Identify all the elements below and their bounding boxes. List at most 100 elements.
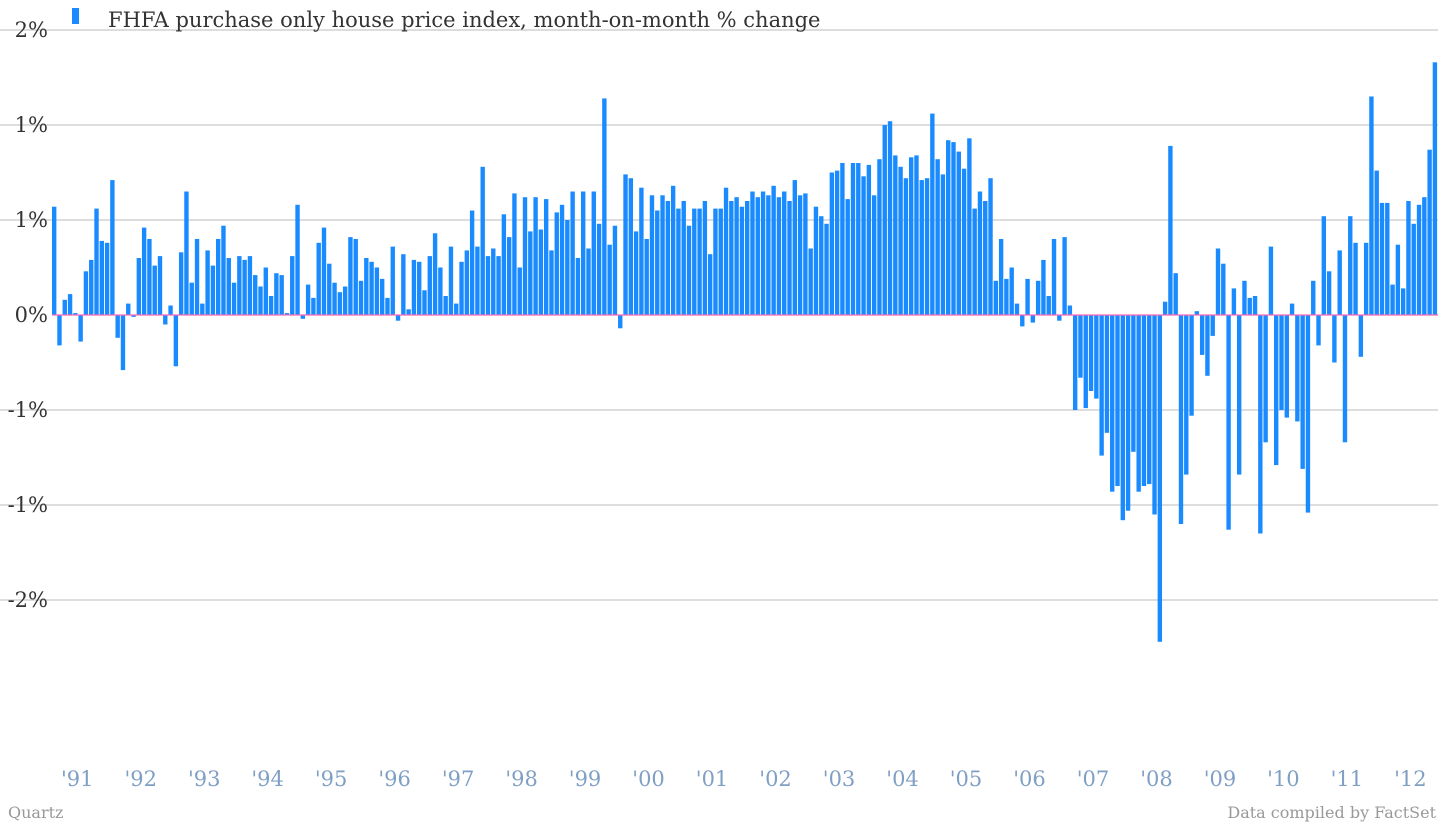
bar <box>332 282 337 315</box>
bar <box>395 315 401 321</box>
bar <box>813 206 819 315</box>
bar <box>215 239 221 315</box>
bar <box>940 174 946 315</box>
bar <box>189 282 194 315</box>
bar <box>633 231 639 315</box>
x-tick-label: '94 <box>251 767 284 791</box>
x-tick-label: '98 <box>505 767 538 791</box>
bar <box>496 256 501 315</box>
bar <box>1342 315 1348 443</box>
y-tick-label: 1% <box>15 208 48 232</box>
bar <box>538 229 544 315</box>
bar <box>581 191 586 315</box>
bar <box>1035 280 1041 315</box>
bar <box>231 282 237 315</box>
bar <box>432 233 438 315</box>
bar <box>946 140 951 315</box>
bar <box>866 164 872 315</box>
bar <box>1274 315 1279 466</box>
x-tick-label: '04 <box>886 767 919 791</box>
bar <box>1395 244 1401 315</box>
bar <box>670 185 676 315</box>
bar <box>565 220 570 315</box>
bar <box>89 259 94 315</box>
bar <box>575 258 581 315</box>
bar <box>1337 250 1342 315</box>
bar <box>655 210 660 315</box>
bar <box>1125 315 1131 511</box>
bar <box>464 250 470 315</box>
bar <box>692 208 697 315</box>
bar <box>1422 197 1427 315</box>
bar <box>131 315 136 317</box>
bar <box>856 163 861 315</box>
bar <box>1046 296 1051 315</box>
bar <box>274 273 279 315</box>
bar <box>1406 201 1411 315</box>
bar <box>961 168 967 315</box>
bar <box>723 187 729 315</box>
bar <box>829 172 835 315</box>
bar <box>374 267 380 315</box>
bar <box>1030 315 1036 323</box>
bar <box>1104 315 1110 433</box>
x-tick-label: '11 <box>1331 767 1364 791</box>
bar <box>237 256 242 315</box>
bar <box>67 294 73 315</box>
bar <box>618 315 623 329</box>
bar <box>1162 301 1168 315</box>
bar <box>1252 296 1258 315</box>
bar <box>427 256 432 315</box>
bar <box>1067 305 1073 315</box>
bar <box>1390 284 1395 315</box>
bar <box>760 191 766 315</box>
bar <box>485 256 491 315</box>
bar <box>1268 246 1274 315</box>
x-tick-label: '97 <box>442 767 475 791</box>
bar <box>52 206 57 315</box>
bar <box>977 191 983 315</box>
bar <box>1332 315 1337 363</box>
bar <box>808 248 813 315</box>
bar-series <box>52 62 1438 642</box>
bar <box>94 208 99 315</box>
bar <box>1009 267 1014 315</box>
bar <box>311 297 316 315</box>
bar <box>554 212 559 315</box>
bar <box>750 191 755 315</box>
bar <box>570 191 575 315</box>
bar <box>549 250 554 315</box>
bar <box>390 246 395 315</box>
bar <box>1385 202 1390 315</box>
x-tick-label: '91 <box>61 767 94 791</box>
bar <box>242 259 247 315</box>
bar <box>766 195 771 315</box>
x-tick-label: '06 <box>1013 767 1045 791</box>
bar <box>1411 223 1416 315</box>
bar <box>543 199 549 315</box>
bar <box>1078 315 1083 378</box>
bar <box>295 204 300 315</box>
bar <box>1316 315 1321 346</box>
bar <box>1094 315 1099 399</box>
bar <box>512 193 517 315</box>
bar <box>1184 315 1189 475</box>
bar <box>221 225 226 315</box>
bar <box>840 163 845 315</box>
bar <box>417 261 422 315</box>
x-tick-label: '12 <box>1394 767 1427 791</box>
bar <box>882 125 887 315</box>
legend-label: FHFA purchase only house price index, mo… <box>108 8 820 32</box>
bar <box>845 199 850 315</box>
bar <box>533 197 538 315</box>
bar <box>792 180 797 315</box>
bar <box>702 201 708 315</box>
bar <box>1178 315 1184 524</box>
bar <box>1279 315 1284 410</box>
bar <box>739 206 745 315</box>
bar <box>623 174 628 315</box>
bar <box>83 271 89 315</box>
bar <box>819 216 824 315</box>
bar <box>639 187 644 315</box>
bar <box>1099 315 1104 456</box>
